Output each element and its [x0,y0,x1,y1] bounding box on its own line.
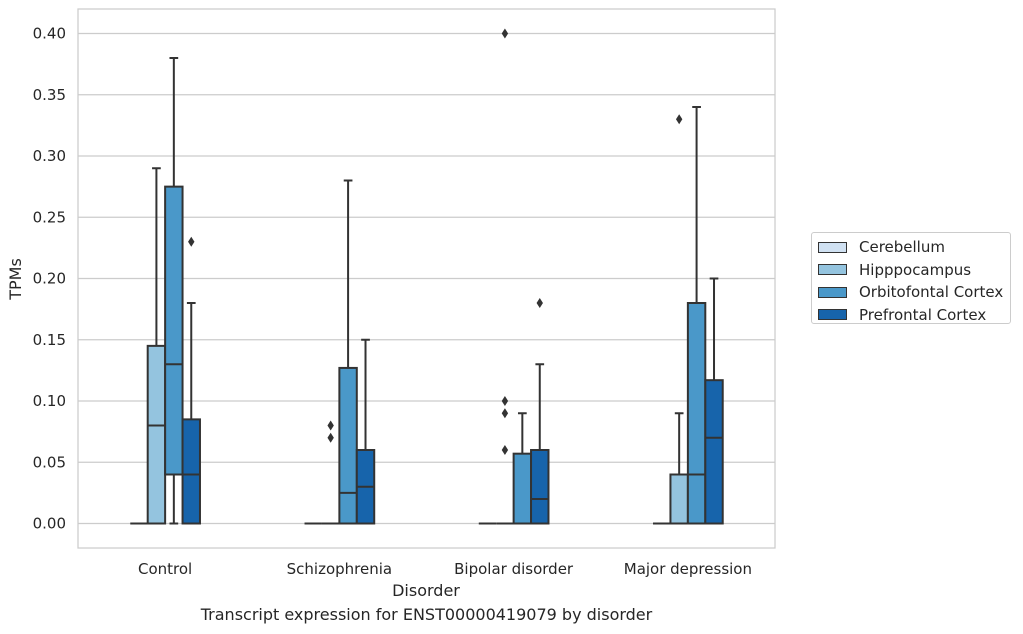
x-tick-label: Control [138,560,192,578]
legend: Cerebellum Hipppocampus Orbitofontal Corte… [811,232,1011,324]
legend-label: Prefrontal Cortex [859,305,987,324]
box-series [130,28,724,525]
box-1-3 [355,338,376,525]
x-tick-label: Major depression [624,560,752,578]
legend-swatch [818,241,847,253]
box-iqr [512,452,533,525]
box-1-2 [338,179,358,525]
box-3-1 [669,114,689,525]
outlier-point [501,408,509,419]
box-0-2 [164,57,184,525]
legend-item: Prefrontal Cortex [818,304,1004,327]
box-3-2 [686,106,707,525]
legend-swatch [818,264,847,276]
box-1-1 [321,420,340,525]
chart-caption: Transcript expression for ENST0000041907… [200,605,653,624]
box-2-1 [496,28,514,525]
y-tick-label: 0.40 [33,25,66,43]
outlier-point [188,236,195,247]
legend-swatch [818,286,847,298]
y-tick-label: 0.35 [33,86,66,104]
y-tick-label: 0.20 [33,270,66,288]
y-tick-label: 0.05 [33,453,66,471]
legend-label: Hipppocampus [859,260,972,279]
legend-label: Orbitofontal Cortex [859,283,1004,302]
box-3-3 [704,277,724,525]
box-iqr [146,344,167,525]
outlier-point [501,28,509,39]
box-iqr [704,379,724,525]
y-axis-label: TPMs [6,258,25,301]
y-tick-label: 0.15 [33,331,66,349]
box-iqr [181,418,201,525]
box-iqr [686,302,707,525]
outlier-point [675,114,683,125]
outlier-point [501,396,509,406]
legend-label: Cerebellum [859,238,945,257]
y-tick-label: 0.30 [33,147,66,165]
x-tick-label: Bipolar disorder [454,560,574,578]
outlier-point [501,445,509,455]
box-iqr [164,185,184,476]
y-tick-label: 0.25 [33,208,66,226]
legend-item: Orbitofontal Cortex [818,281,1004,304]
legend-item: Hipppocampus [818,259,1004,282]
outlier-point [327,432,334,443]
y-tick-labels: 0.00 0.05 0.10 0.15 0.20 0.25 0.30 0.35 0.40 [33,25,66,533]
x-tick-label: Schizophrenia [287,560,392,578]
box-2-3 [530,298,550,525]
x-tick-labels: Control Schizophrenia Bipolar disorder Majo… [138,560,752,578]
legend-item: Cerebellum [818,236,1004,259]
box-0-3 [181,236,201,525]
plot-area-border [77,8,776,549]
box-iqr [530,449,550,525]
x-axis-label: Disorder [392,581,460,600]
box-iqr [338,366,358,525]
y-tick-label: 0.00 [33,515,66,533]
legend-swatch [818,309,847,321]
outlier-point [536,298,543,308]
box-iqr [669,473,689,525]
y-tick-label: 0.10 [33,392,66,410]
outlier-point [327,420,334,431]
